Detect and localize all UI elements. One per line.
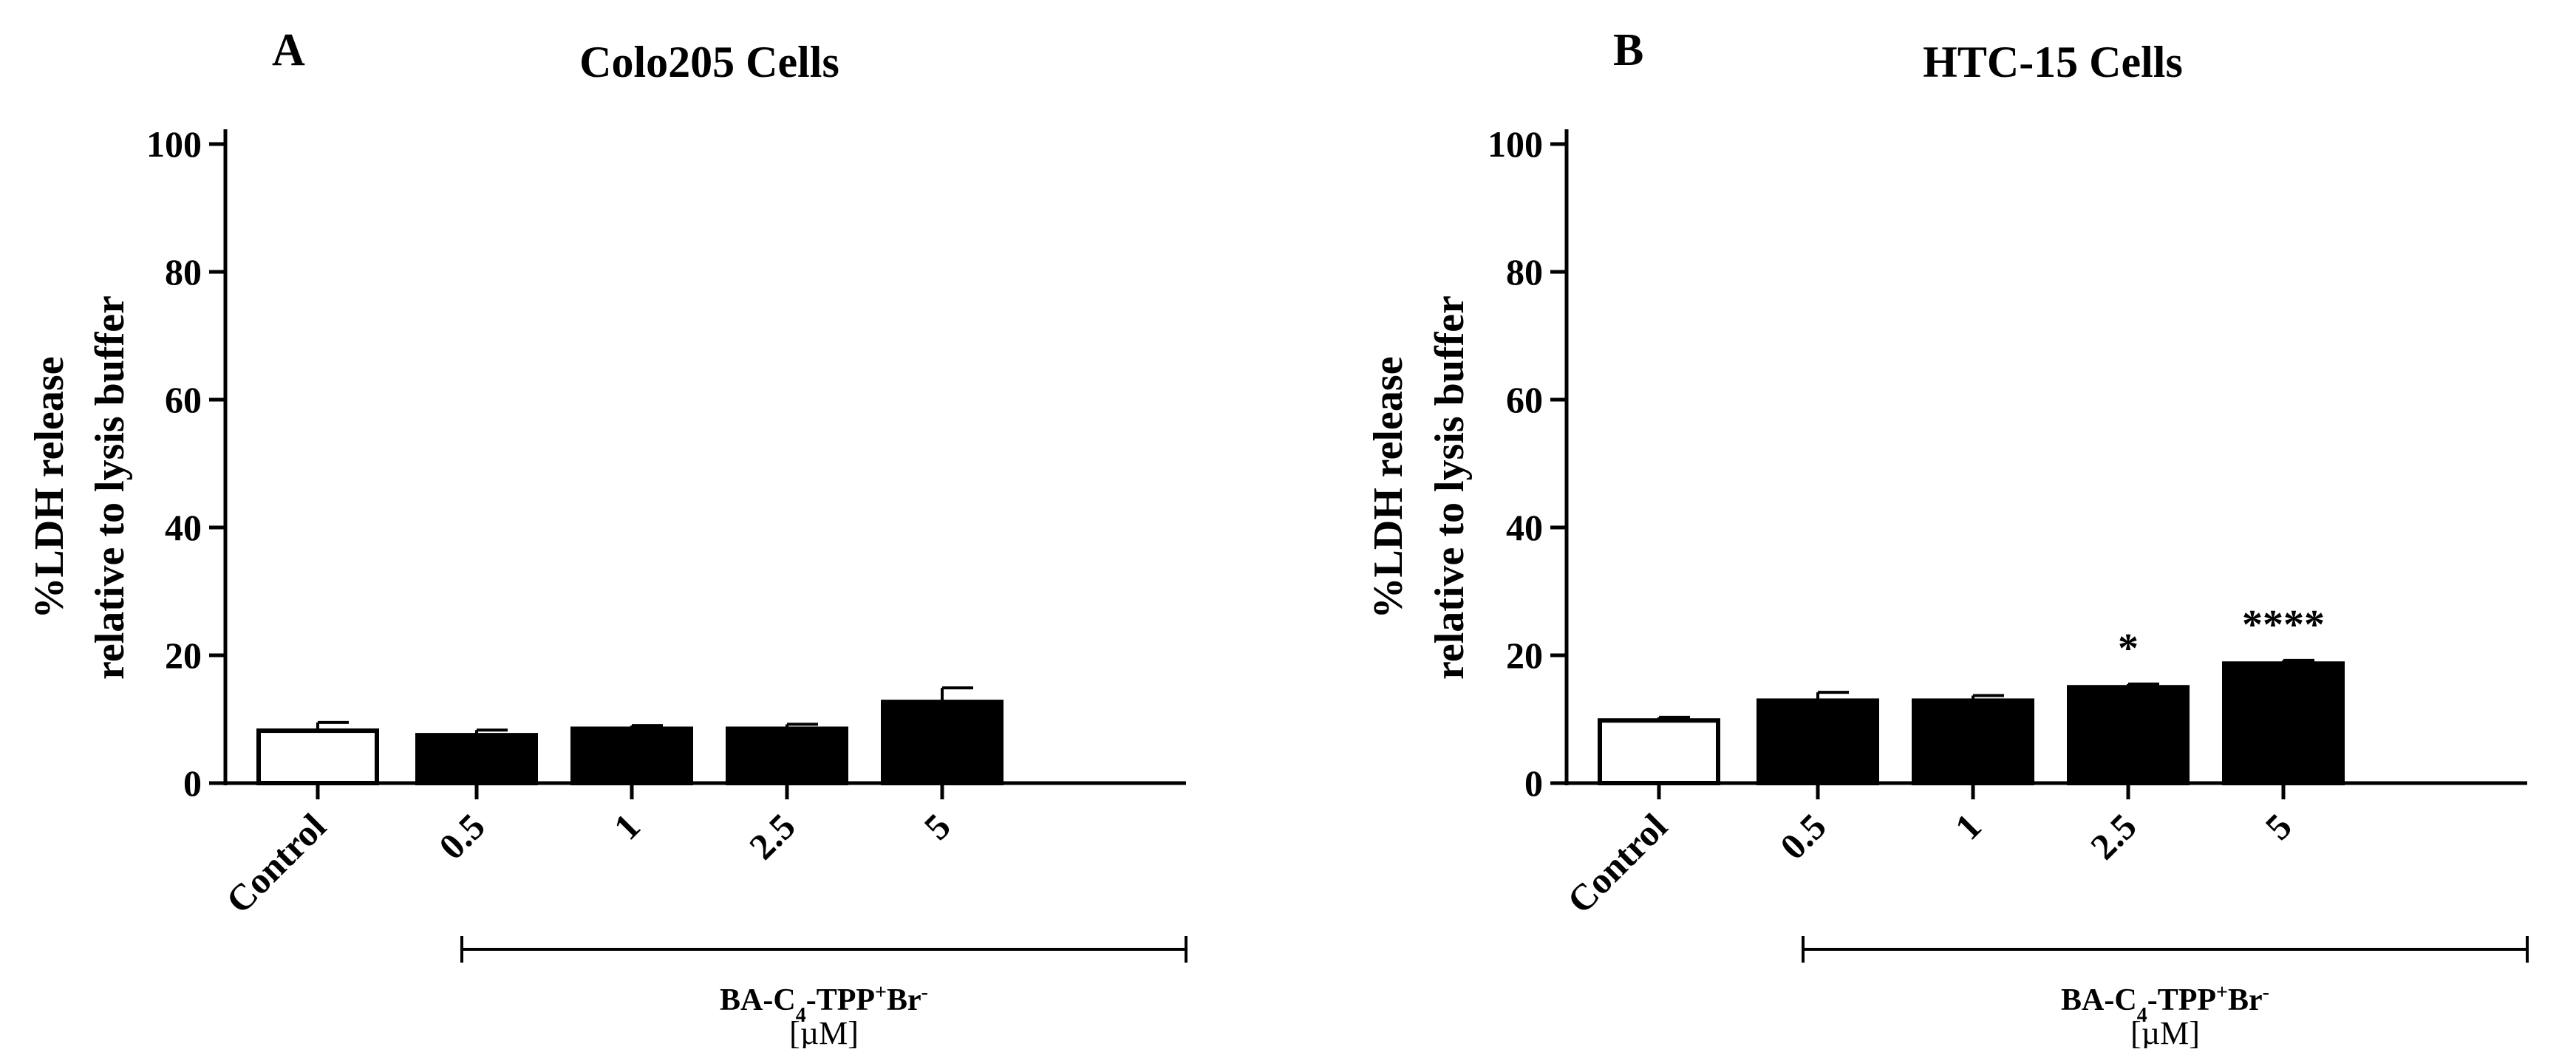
panel-b-bar-1 [1912,698,2034,785]
panel-b-letter: B [1613,25,1643,75]
panel-a-bar-control [256,728,379,786]
panel-a-ytick-label: 40 [165,507,202,548]
panel-b-ytick-label: 20 [1506,635,1543,676]
panel-a-xtick-label: 2.5 [741,805,803,867]
panel-b-bar-2-5 [2067,685,2190,785]
panel-b-significance: **** [2242,602,2325,648]
panel-a-bar-2-5 [726,726,848,785]
panel-b-ytick-label: 40 [1506,507,1543,548]
panel-a-ylabel-line1: %LDH release [27,356,72,618]
panel-b-bar-0-5 [1756,698,1879,785]
panel-a-ytick-label: 20 [165,635,202,676]
panel-b-unit-label: [µM] [2130,1015,2200,1048]
panel-b-xtick-label: 1 [1947,805,1989,847]
panel-b-ylabel-line2: relative to lysis buffer [1427,296,1473,680]
panel-a-bar-0-5 [415,733,538,785]
panel-a: A Colo205 Cells %LDH release relative to… [27,25,1188,1051]
panel-b-ytick-label: 60 [1506,379,1543,420]
panel-b-bar-5 [2222,661,2345,785]
panel-b-xtick-label: 0.5 [1772,805,1834,867]
panel-a-bar-5 [881,700,1004,786]
panel-b-ytick-label: 80 [1506,251,1543,293]
panel-a-letter: A [272,25,305,75]
panel-a-unit-label: [µM] [789,1015,859,1048]
panel-b-ytick-label: 100 [1488,123,1543,165]
panel-a-xtick-label: 0.5 [431,805,493,867]
panel-a-ytick-label: 100 [146,123,202,165]
panel-b-bar-control [1598,718,1720,785]
panel-a-compound-label: BA-C4-TPP+Br- [720,981,928,1027]
panel-b-xtick-label: 2.5 [2082,805,2144,867]
panel-a-xtick-label: Control [218,805,334,921]
panel-a-ytick-label: 0 [183,762,202,804]
panel-b: B HTC-15 Cells %LDH release relative to … [1366,25,2529,1051]
panel-a-title: Colo205 Cells [579,38,839,86]
panel-a-ytick-label: 80 [165,251,202,293]
panel-a-ytick-label: 60 [165,379,202,420]
panel-b-ytick-label: 0 [1524,762,1543,804]
panel-b-xtick-label: 5 [2258,805,2300,847]
panel-b-compound-label: BA-C4-TPP+Br- [2061,981,2269,1027]
panel-b-title: HTC-15 Cells [1923,38,2183,86]
panel-b-significance: * [2118,626,2139,672]
panel-a-ylabel-line2: relative to lysis buffer [87,296,133,680]
panel-a-xtick-label: 5 [916,805,958,847]
panel-b-xtick-label: Control [1559,805,1675,921]
panel-a-bar-1 [570,726,693,785]
panel-b-ylabel-line1: %LDH release [1366,356,1411,618]
panel-a-xtick-label: 1 [606,805,648,847]
